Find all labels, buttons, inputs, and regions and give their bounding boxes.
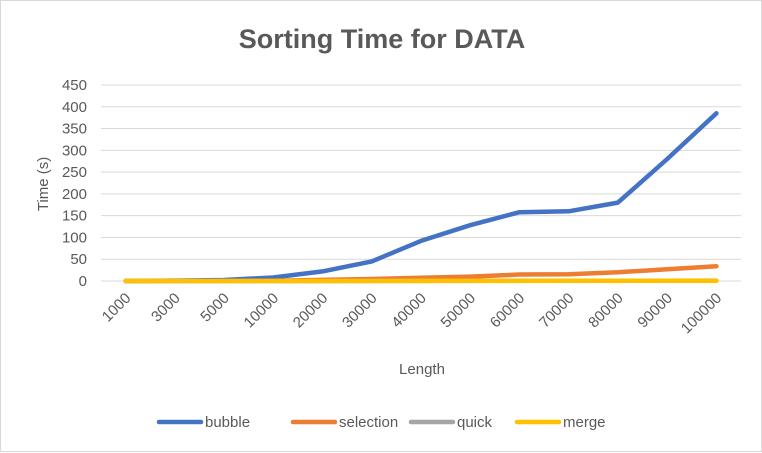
x-tick-label: 60000 bbox=[487, 290, 529, 332]
y-tick-label: 0 bbox=[79, 273, 87, 290]
x-tick-label: 3000 bbox=[148, 290, 184, 326]
x-axis-label: Length bbox=[399, 361, 445, 378]
x-tick-label: 30000 bbox=[339, 290, 381, 332]
y-tick-label: 300 bbox=[62, 142, 87, 159]
x-tick-label: 70000 bbox=[536, 290, 578, 332]
y-tick-label: 400 bbox=[62, 99, 87, 116]
legend-label-merge: merge bbox=[563, 414, 606, 431]
y-axis-label: Time (s) bbox=[35, 157, 52, 211]
y-tick-label: 200 bbox=[62, 186, 87, 203]
chart-title: Sorting Time for DATA bbox=[239, 24, 526, 54]
y-tick-label: 450 bbox=[62, 77, 87, 94]
x-tick-label: 90000 bbox=[634, 290, 676, 332]
x-tick-label: 5000 bbox=[197, 290, 233, 326]
y-tick-label: 150 bbox=[62, 208, 87, 225]
x-tick-label: 80000 bbox=[585, 290, 627, 332]
y-tick-label: 100 bbox=[62, 229, 87, 246]
legend-label-bubble: bubble bbox=[205, 414, 250, 431]
y-tick-label: 50 bbox=[70, 251, 87, 268]
x-tick-label: 50000 bbox=[438, 290, 480, 332]
x-tick-label: 40000 bbox=[388, 290, 430, 332]
legend-label-quick: quick bbox=[457, 414, 493, 431]
x-tick-label: 10000 bbox=[241, 290, 283, 332]
x-tick-label: 1000 bbox=[99, 290, 135, 326]
legend: bubble selection quick merge bbox=[159, 414, 606, 431]
series-lines bbox=[126, 113, 717, 281]
x-tick-label: 100000 bbox=[678, 290, 725, 337]
y-tick-label: 350 bbox=[62, 121, 87, 138]
y-axis-ticks: 0 50 100 150 200 250 300 350 400 450 bbox=[62, 77, 87, 290]
gridlines bbox=[101, 85, 741, 281]
y-tick-label: 250 bbox=[62, 164, 87, 181]
series-line-bubble bbox=[126, 113, 717, 281]
x-tick-label: 20000 bbox=[290, 290, 332, 332]
legend-label-selection: selection bbox=[339, 414, 398, 431]
